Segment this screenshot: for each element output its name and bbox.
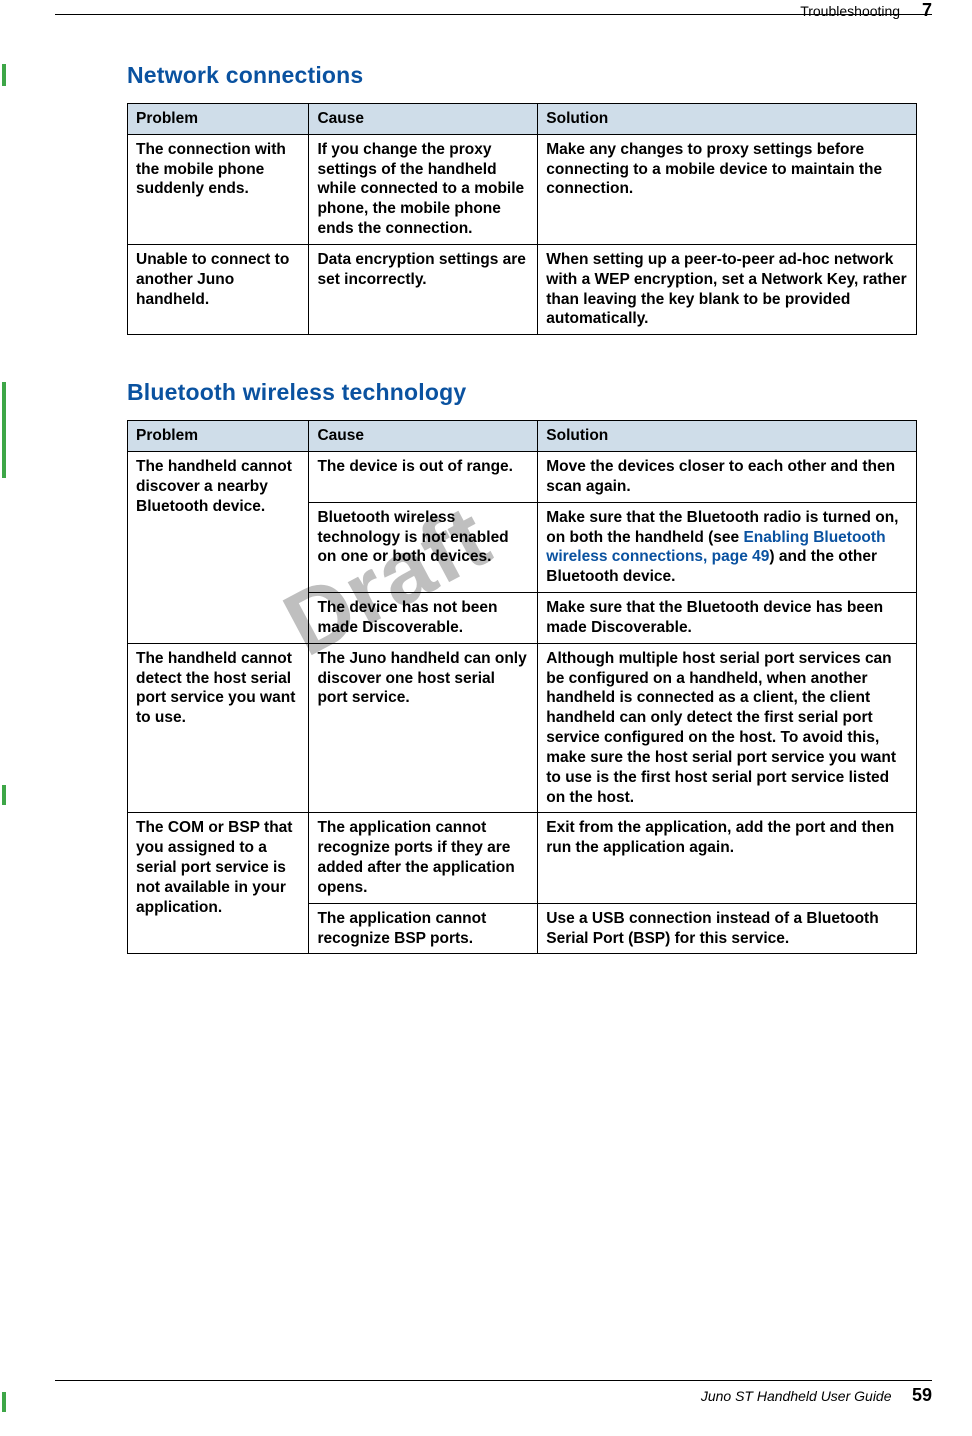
col-header-cause: Cause [309, 421, 538, 452]
cell-cause: Data encryption settings are set incorre… [309, 244, 538, 334]
cell-cause: The Juno handheld can only discover one … [309, 643, 538, 813]
section-title-network-connections: Network connections [127, 62, 917, 89]
col-header-solution: Solution [538, 421, 917, 452]
cell-problem: The handheld cannot discover a nearby Bl… [128, 452, 309, 644]
page-footer: Juno ST Handheld User Guide 59 [55, 1380, 932, 1406]
col-header-cause: Cause [309, 104, 538, 135]
footer-guide-title: Juno ST Handheld User Guide [701, 1388, 892, 1404]
cell-solution: When setting up a peer-to-peer ad-hoc ne… [538, 244, 917, 334]
cell-solution: Make sure that the Bluetooth device has … [538, 593, 917, 644]
col-header-problem: Problem [128, 421, 309, 452]
changebar [2, 1392, 6, 1412]
cell-problem: The connection with the mobile phone sud… [128, 134, 309, 244]
cell-cause: Bluetooth wireless technology is not ena… [309, 502, 538, 592]
cell-cause: The device has not been made Discoverabl… [309, 593, 538, 644]
changebar [2, 785, 6, 805]
cell-problem: Unable to connect to another Juno handhe… [128, 244, 309, 334]
table-row: The handheld cannot detect the host seri… [128, 643, 917, 813]
cell-cause: The application cannot recognize ports i… [309, 813, 538, 903]
cell-solution: Move the devices closer to each other an… [538, 452, 917, 503]
table-row: The handheld cannot discover a nearby Bl… [128, 452, 917, 503]
page-root: Troubleshooting 7 Draft Network connecti… [0, 0, 972, 1436]
section-title-bluetooth: Bluetooth wireless technology [127, 379, 917, 406]
table-row: Unable to connect to another Juno handhe… [128, 244, 917, 334]
cell-problem: The handheld cannot detect the host seri… [128, 643, 309, 813]
cell-solution: Make sure that the Bluetooth radio is tu… [538, 502, 917, 592]
table-network-connections: Problem Cause Solution The connection wi… [127, 103, 917, 335]
changebar [2, 382, 6, 478]
cell-solution: Make any changes to proxy settings befor… [538, 134, 917, 244]
cell-cause: The device is out of range. [309, 452, 538, 503]
cell-problem: The COM or BSP that you assigned to a se… [128, 813, 309, 954]
table-bluetooth: Problem Cause Solution The handheld cann… [127, 420, 917, 954]
cell-solution: Exit from the application, add the port … [538, 813, 917, 903]
page-content: Network connections Problem Cause Soluti… [55, 8, 917, 954]
col-header-solution: Solution [538, 104, 917, 135]
cell-cause: If you change the proxy settings of the … [309, 134, 538, 244]
table-header-row: Problem Cause Solution [128, 104, 917, 135]
table-row: The COM or BSP that you assigned to a se… [128, 813, 917, 903]
running-header-chapter-number: 7 [922, 0, 932, 20]
changebar [2, 64, 6, 86]
footer-page-number: 59 [912, 1385, 932, 1405]
cell-solution: Although multiple host serial port servi… [538, 643, 917, 813]
table-header-row: Problem Cause Solution [128, 421, 917, 452]
table-row: The connection with the mobile phone sud… [128, 134, 917, 244]
cell-cause: The application cannot recognize BSP por… [309, 903, 538, 954]
cell-solution: Use a USB connection instead of a Blueto… [538, 903, 917, 954]
col-header-problem: Problem [128, 104, 309, 135]
